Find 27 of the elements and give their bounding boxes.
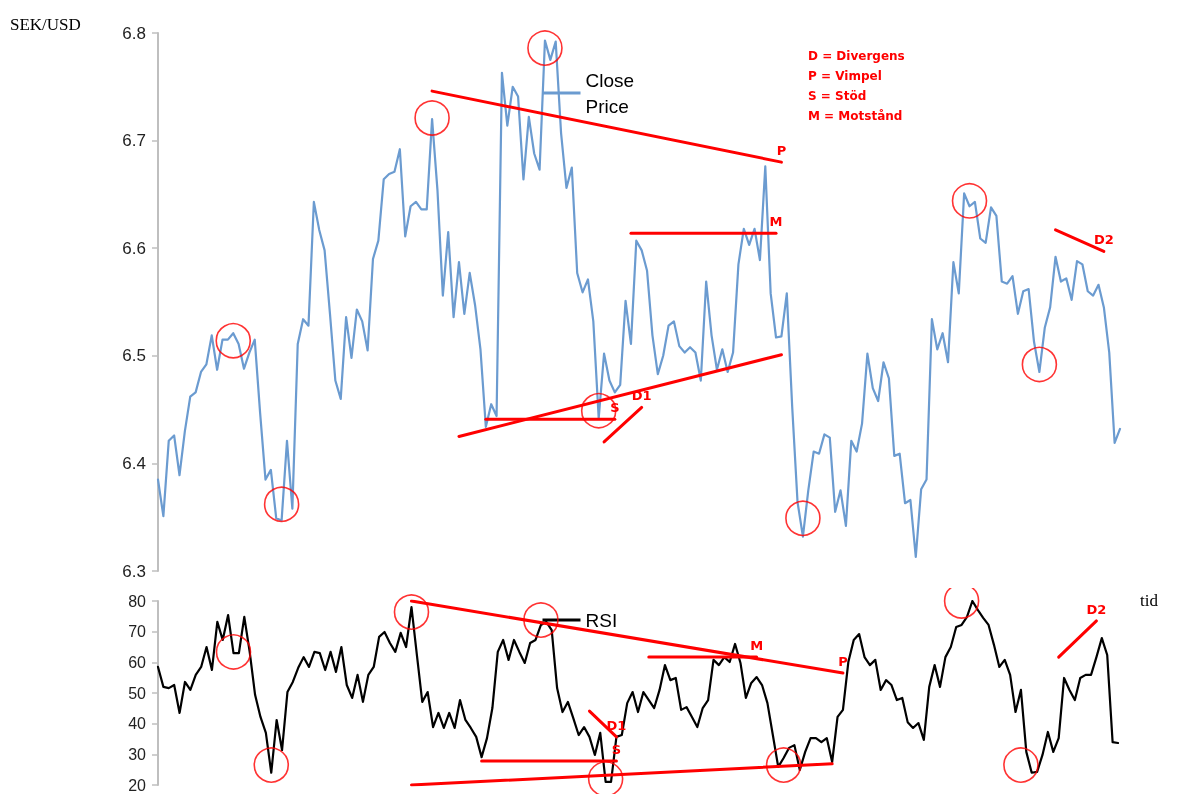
- legend-label: Close Price: [585, 69, 640, 117]
- y-tick-label: 6.8: [122, 23, 146, 43]
- y-tick-label: 6.4: [122, 453, 146, 473]
- x-axis-title: tid: [1140, 591, 1159, 610]
- y-tick-label: 6.6: [122, 238, 146, 258]
- annotation: P = Vimpel: [808, 69, 882, 83]
- y-axis-title: SEK/USD: [10, 15, 81, 34]
- y-tick-label: 6.5: [122, 346, 146, 366]
- annotation: D = Divergens: [808, 49, 905, 63]
- series-label: P: [838, 654, 848, 670]
- series-label: D2: [1093, 232, 1114, 248]
- annotation: M = Motstånd: [808, 109, 903, 123]
- legend-label: RSI: [585, 609, 618, 631]
- series-label: M: [750, 638, 764, 654]
- y-tick-label: 20: [128, 776, 147, 794]
- y-tick-label: 30: [128, 745, 147, 763]
- y-tick-label: 6.7: [122, 131, 146, 151]
- y-tick-label: 80: [128, 592, 147, 610]
- y-tick-label: 60: [128, 653, 147, 671]
- annotation: S = Stöd: [808, 89, 867, 103]
- y-tick-label: 6.3: [122, 561, 146, 581]
- y-tick-label: 40: [128, 715, 147, 733]
- y-tick-label: 70: [128, 623, 147, 641]
- series-label: D2: [1086, 601, 1107, 617]
- series-label: M: [769, 214, 783, 230]
- series-label: P: [776, 143, 787, 159]
- y-tick-label: 50: [128, 684, 147, 702]
